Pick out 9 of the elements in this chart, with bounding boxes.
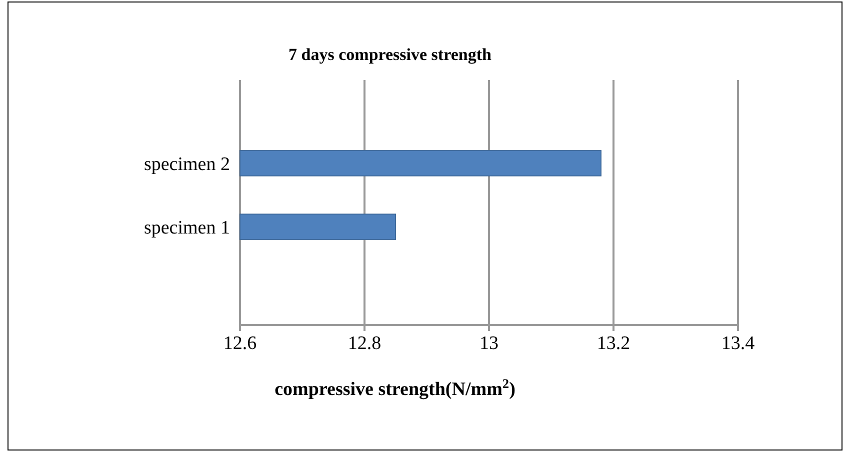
x-tick-label: 12.8 [348, 333, 382, 354]
x-tick-label: 12.6 [223, 333, 257, 354]
chart-title: 7 days compressive strength [288, 45, 492, 64]
x-tick-label: 13 [480, 333, 498, 354]
x-tick-label: 13.2 [596, 333, 630, 354]
x-tick-label: 13.4 [721, 333, 756, 354]
y-tick-label: specimen 1 [144, 217, 230, 238]
x-axis-title: compressive strength(N/mm$^{2}$) [274, 376, 516, 400]
y-tick-label: specimen 2 [144, 154, 230, 175]
